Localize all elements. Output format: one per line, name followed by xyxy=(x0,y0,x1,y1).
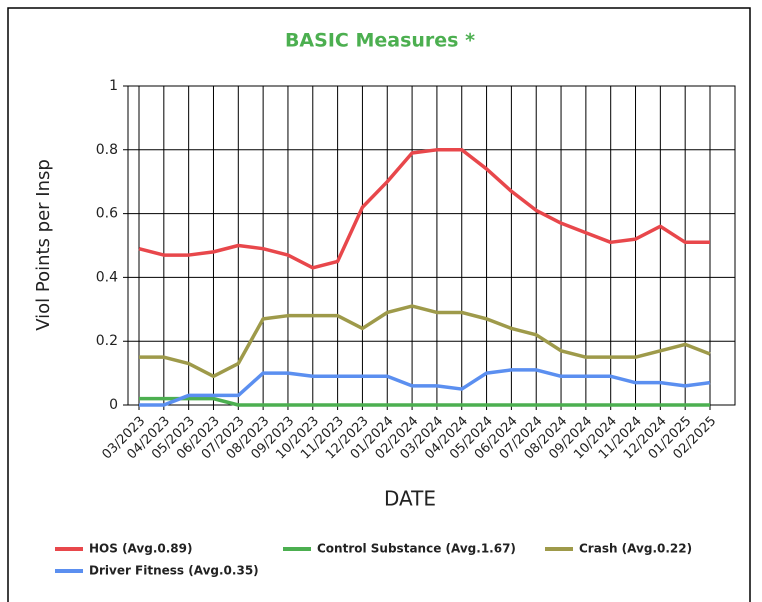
series-line xyxy=(139,368,711,407)
legend-label: Control Substance (Avg.1.67) xyxy=(317,542,516,556)
y-tick-label: 0.6 xyxy=(96,206,118,222)
series-line xyxy=(139,396,710,407)
y-tick-label: 0.2 xyxy=(96,333,118,349)
x-axis-label: DATE xyxy=(384,487,436,511)
y-tick-label: 0.4 xyxy=(96,269,118,285)
chart-title: BASIC Measures * xyxy=(285,30,475,52)
y-tick-label: 0 xyxy=(109,397,118,413)
series-line xyxy=(139,304,711,379)
frame xyxy=(7,7,751,602)
plot-area xyxy=(127,85,736,406)
legend-label: HOS (Avg.0.89) xyxy=(89,542,192,556)
legend-label: Driver Fitness (Avg.0.35) xyxy=(89,564,259,578)
y-tick-label: 1 xyxy=(109,78,118,94)
y-tick-label: 0.8 xyxy=(96,142,118,158)
y-axis-label: Viol Points per Insp xyxy=(33,159,54,331)
legend-label: Crash (Avg.0.22) xyxy=(579,542,692,556)
series-line xyxy=(138,148,710,270)
